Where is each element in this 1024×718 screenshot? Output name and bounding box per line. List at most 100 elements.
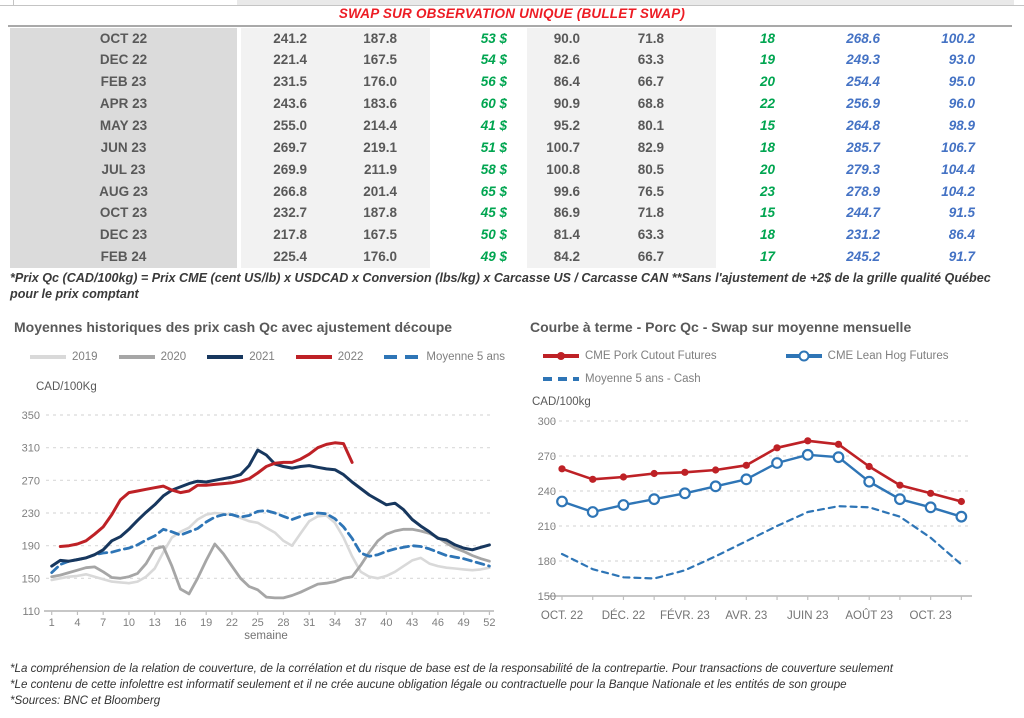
table-cell: 80.1: [637, 117, 664, 133]
svg-text:43: 43: [406, 617, 418, 629]
svg-text:7: 7: [100, 617, 106, 629]
sources-line: *Sources: BNC et Bloomberg: [10, 694, 161, 707]
table-row: FEB 23 231.5 176.0 56 $ 86.4 66.7 20 254.4 95.0: [10, 71, 1015, 93]
svg-text:240: 240: [538, 486, 556, 498]
svg-text:1: 1: [49, 617, 55, 629]
table-cell: 255.0: [273, 117, 307, 133]
table-cell: 244.7: [846, 205, 880, 221]
month-cell: OCT 23: [99, 205, 148, 221]
table-cell: 106.7: [941, 139, 975, 155]
table-cell: 50 $: [480, 227, 507, 243]
svg-text:AOÛT 23: AOÛT 23: [845, 609, 893, 622]
line-swatch-icon: [207, 355, 244, 359]
legend-label: Moyenne 5 ans - Cash: [585, 373, 701, 385]
table-cell: 90.0: [553, 30, 580, 46]
month-cell: APR 23: [99, 96, 148, 112]
table-cell: 65 $: [480, 183, 507, 199]
legend-item-lean-hog: CME Lean Hog Futures: [785, 350, 948, 362]
table-cell: 17: [759, 249, 775, 265]
table-cell: 81.4: [553, 227, 580, 243]
table-row: MAY 23 255.0 214.4 41 $ 95.2 80.1 15 264.8 98.9: [10, 115, 1015, 137]
table-cell: 254.4: [846, 74, 880, 90]
svg-text:180: 180: [538, 556, 556, 568]
historical-prices-chart: 110 150 190 230 270 310 350 1 4 7 10 13 16 19 22 25 28 31…: [22, 410, 496, 642]
legend-item-2021: 2021: [207, 351, 275, 363]
table-cell: 176.0: [363, 74, 397, 90]
shaded-band-1: [241, 27, 430, 269]
table-title: SWAP SUR OBSERVATION UNIQUE (BULLET SWAP…: [338, 6, 686, 21]
svg-text:25: 25: [252, 617, 264, 629]
svg-text:28: 28: [277, 617, 289, 629]
svg-text:13: 13: [149, 617, 161, 629]
table-cell: 23: [759, 183, 775, 199]
table-cell: 86.4: [553, 74, 580, 90]
month-cell: DEC 22: [99, 52, 148, 68]
svg-text:JUIN 23: JUIN 23: [787, 610, 829, 622]
table-cell: 98.9: [948, 117, 975, 133]
month-cell: FEB 24: [100, 249, 147, 265]
table-cell: 20: [759, 161, 775, 177]
table-row: DEC 23 217.8 167.5 50 $ 81.4 63.3 18 231.2 86.4: [10, 224, 1015, 246]
table-cell: 217.8: [273, 227, 307, 243]
table-cell: 93.0: [948, 52, 975, 68]
line-swatch-icon: [118, 355, 155, 359]
remnant-border: [13, 0, 14, 5]
svg-text:210: 210: [538, 521, 556, 533]
table-cell: 63.3: [637, 227, 664, 243]
forward-curve-chart: 150 180 210 240 270 300 OCT. 22 DÉC. 22 FÉVR. 23…: [538, 416, 972, 622]
month-cell: AUG 23: [99, 183, 148, 199]
svg-text:300: 300: [538, 416, 556, 428]
open-dot-icon: [798, 350, 810, 362]
month-column-band: [10, 27, 237, 269]
line-swatch-icon: [30, 355, 66, 359]
svg-text:49: 49: [458, 617, 470, 629]
table-cell: 15: [759, 205, 775, 221]
table-cell: 18: [759, 227, 775, 243]
legend-item-2022: 2022: [295, 351, 363, 363]
forward-curve-title: Courbe à terme - Porc Qc - Swap sur moye…: [530, 319, 912, 335]
table-cell: 66.7: [637, 74, 664, 90]
table-cell: 18: [759, 139, 775, 155]
marker-line-swatch-icon: [543, 352, 579, 360]
legend-label: 2019: [72, 351, 98, 363]
table-row: AUG 23 266.8 201.4 65 $ 99.6 76.5 23 278.9 104.2: [10, 181, 1015, 203]
month-cell: OCT 22: [99, 30, 148, 46]
svg-text:10: 10: [123, 617, 135, 629]
table-cell: 104.4: [941, 161, 975, 177]
table-cell: 76.5: [637, 183, 664, 199]
disclaimer-line-2: *Le contenu de cette infolettre est info…: [10, 678, 847, 691]
shaded-band-2: [527, 27, 716, 269]
svg-text:46: 46: [432, 617, 444, 629]
table-footnote: *Prix Qc (CAD/100kg) = Prix CME (cent US…: [10, 271, 991, 302]
table-cell: 80.5: [637, 161, 664, 177]
svg-text:37: 37: [355, 617, 367, 629]
table-cell: 201.4: [363, 183, 397, 199]
month-cell: DEC 23: [99, 227, 148, 243]
table-cell: 18: [759, 30, 775, 46]
legend-item-pork-cutout: CME Pork Cutout Futures: [543, 350, 717, 362]
svg-text:22: 22: [226, 617, 238, 629]
table-cell: 99.6: [553, 183, 580, 199]
legend-item-2019: 2019: [30, 351, 98, 363]
table-cell: 269.9: [273, 161, 307, 177]
month-cell: JUN 23: [100, 139, 147, 155]
table-cell: 245.2: [846, 249, 880, 265]
table-cell: 100.8: [546, 161, 580, 177]
table-cell: 219.1: [363, 139, 397, 155]
table-cell: 183.6: [363, 96, 397, 112]
table-row: DEC 22 221.4 167.5 54 $ 82.6 63.3 19 249.3 93.0: [10, 49, 1015, 71]
table-cell: 100.7: [546, 139, 580, 155]
filled-dot-icon: [557, 352, 565, 360]
table-cell: 278.9: [846, 183, 880, 199]
table-cell: 58 $: [480, 161, 507, 177]
month-cell: MAY 23: [99, 117, 148, 133]
historical-chart-title: Moyennes historiques des prix cash Qc av…: [14, 319, 453, 335]
table-cell: 279.3: [846, 161, 880, 177]
forward-legend-row1: CME Pork Cutout Futures CME Lean Hog Fut…: [543, 350, 962, 362]
legend-label: 2021: [249, 351, 275, 363]
historical-chart-legend: 2019 2020 2021 2022 Moyenne 5 ans: [30, 351, 519, 363]
table-cell: 269.7: [273, 139, 307, 155]
table-cell: 71.8: [637, 30, 664, 46]
svg-text:40: 40: [380, 617, 392, 629]
remnant-border-bottom: [0, 5, 1024, 6]
